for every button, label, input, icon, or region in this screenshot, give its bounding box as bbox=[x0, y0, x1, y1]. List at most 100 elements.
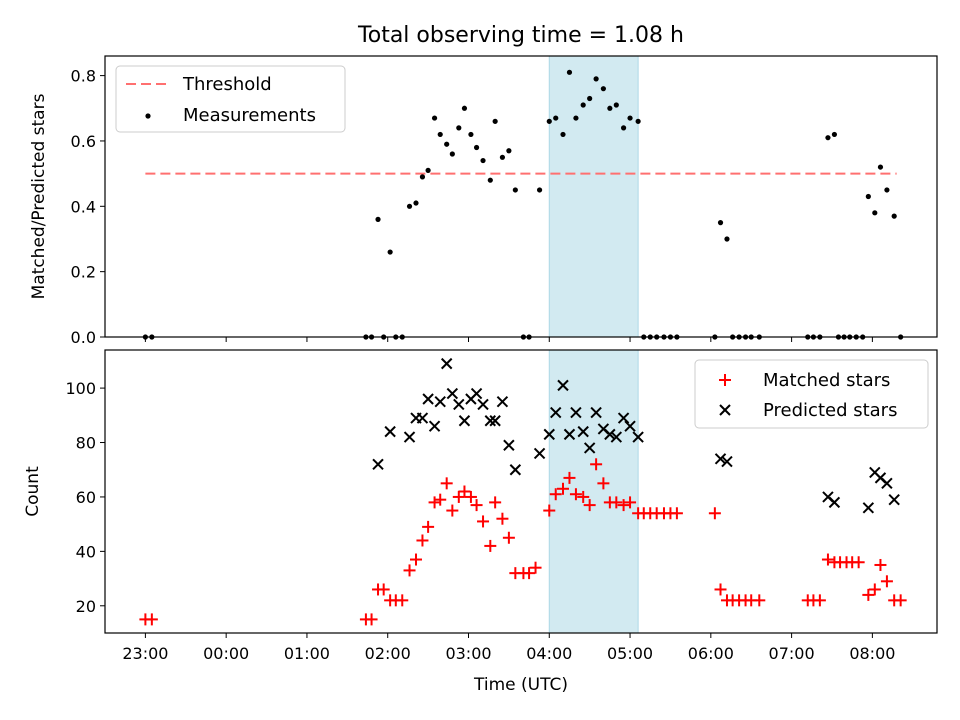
measurement-point bbox=[872, 210, 878, 216]
measurement-point bbox=[620, 125, 627, 131]
matched-star-marker bbox=[489, 496, 502, 509]
legend-matched-swatch bbox=[719, 374, 731, 386]
bottom-y-tick-label: 80 bbox=[76, 434, 96, 453]
legend-matched-label: Matched stars bbox=[763, 370, 890, 391]
predicted-star-marker bbox=[862, 502, 875, 514]
predicted-star-marker bbox=[372, 458, 384, 470]
top-axes-frame bbox=[104, 55, 938, 338]
predicted-star-marker bbox=[403, 431, 416, 443]
predicted-star-marker bbox=[477, 398, 489, 411]
matched-star-marker bbox=[557, 482, 570, 495]
bottom-y-tick-label: 60 bbox=[76, 488, 96, 507]
bottom-x-tick-label: 07:00 bbox=[769, 644, 815, 663]
matched-star-marker bbox=[852, 556, 865, 569]
measurement-point bbox=[499, 154, 506, 160]
predicted-star-marker bbox=[550, 406, 562, 419]
predicted-star-marker bbox=[610, 431, 623, 443]
bottom-x-tick-label: 23:00 bbox=[122, 644, 168, 663]
measurement-point bbox=[449, 151, 455, 157]
measurement-point bbox=[560, 131, 566, 138]
measurement-point bbox=[573, 115, 579, 121]
matched-star-marker bbox=[813, 594, 826, 607]
measurement-point bbox=[607, 105, 613, 111]
predicted-star-marker bbox=[563, 428, 576, 441]
matched-star-marker bbox=[377, 583, 390, 596]
measurement-point bbox=[506, 148, 512, 154]
matched-star-marker bbox=[440, 477, 453, 490]
measurement-point bbox=[487, 177, 493, 183]
bottom-y-axis-label: Count bbox=[23, 466, 43, 517]
predicted-star-marker bbox=[496, 395, 509, 408]
matched-star-marker bbox=[416, 534, 429, 547]
measurement-point bbox=[387, 249, 393, 255]
matched-star-marker bbox=[597, 477, 610, 490]
predicted-star-marker bbox=[422, 393, 434, 405]
predicted-star-marker bbox=[604, 428, 616, 441]
measurement-point bbox=[884, 187, 890, 193]
predicted-star-marker bbox=[570, 406, 582, 419]
matched-star-marker bbox=[714, 583, 727, 596]
matched-star-marker bbox=[821, 553, 834, 566]
measurement-point bbox=[536, 187, 543, 193]
matched-star-marker bbox=[862, 588, 875, 601]
predicted-star-marker bbox=[714, 453, 727, 465]
predicted-star-marker bbox=[440, 357, 453, 370]
predicted-star-marker bbox=[458, 415, 471, 427]
top-shaded-interval bbox=[549, 56, 639, 337]
bottom-x-tick-label: 06:00 bbox=[688, 644, 734, 663]
matched-star-marker bbox=[874, 558, 887, 571]
measurement-point bbox=[724, 236, 730, 242]
predicted-star-marker bbox=[416, 412, 429, 424]
measurement-point bbox=[593, 76, 599, 82]
chart-title: Total observing time = 1.08 h bbox=[357, 23, 684, 48]
measurement-point bbox=[600, 86, 606, 92]
matched-star-marker bbox=[403, 564, 416, 577]
measurement-point bbox=[431, 115, 438, 121]
matched-star-marker bbox=[868, 583, 881, 596]
bottom-x-tick-label: 03:00 bbox=[445, 644, 491, 663]
measurement-point bbox=[461, 105, 468, 111]
top-y-tick-label: 0.6 bbox=[71, 132, 96, 151]
matched-star-marker bbox=[446, 504, 459, 517]
matched-star-marker bbox=[396, 594, 409, 607]
bottom-y-tick-label: 20 bbox=[76, 597, 96, 616]
legend-predicted-swatch bbox=[719, 404, 731, 416]
matched-star-marker bbox=[577, 490, 590, 503]
bottom-legend-box bbox=[694, 359, 929, 429]
predicted-stars-points bbox=[372, 357, 900, 514]
predicted-star-marker bbox=[590, 406, 602, 419]
matched-star-marker bbox=[502, 531, 515, 544]
top-y-tick-label: 0.8 bbox=[71, 67, 96, 86]
matched-star-marker bbox=[543, 504, 556, 517]
matched-star-marker bbox=[670, 507, 683, 520]
measurement-point bbox=[512, 187, 518, 193]
matched-star-marker bbox=[523, 567, 536, 580]
measurement-point bbox=[566, 69, 573, 75]
measurement-point bbox=[831, 131, 838, 138]
predicted-star-marker bbox=[583, 442, 596, 454]
legend-measurements-label: Measurements bbox=[183, 105, 316, 126]
predicted-star-marker bbox=[384, 425, 396, 438]
measurement-point bbox=[468, 131, 474, 138]
matched-star-marker bbox=[464, 490, 477, 503]
predicted-star-marker bbox=[434, 395, 446, 408]
measurement-point bbox=[587, 95, 593, 102]
measurement-point bbox=[419, 174, 426, 180]
matched-star-marker bbox=[422, 520, 435, 533]
legend-predicted-label: Predicted stars bbox=[763, 400, 897, 421]
measurement-point bbox=[635, 118, 641, 124]
bottom-legend: Matched stars Predicted stars bbox=[694, 359, 929, 429]
measurement-point bbox=[891, 213, 897, 219]
matched-star-marker bbox=[484, 539, 497, 552]
bottom-x-tick-label: 04:00 bbox=[526, 644, 572, 663]
matched-star-marker bbox=[529, 561, 542, 574]
predicted-star-marker bbox=[577, 425, 589, 438]
matched-star-marker bbox=[583, 499, 596, 512]
predicted-star-marker bbox=[470, 387, 483, 400]
predicted-star-marker bbox=[624, 420, 636, 432]
matched-star-marker bbox=[894, 594, 907, 607]
matched-star-marker bbox=[708, 507, 721, 520]
matched-star-marker bbox=[434, 493, 447, 506]
matched-star-marker bbox=[563, 471, 576, 484]
